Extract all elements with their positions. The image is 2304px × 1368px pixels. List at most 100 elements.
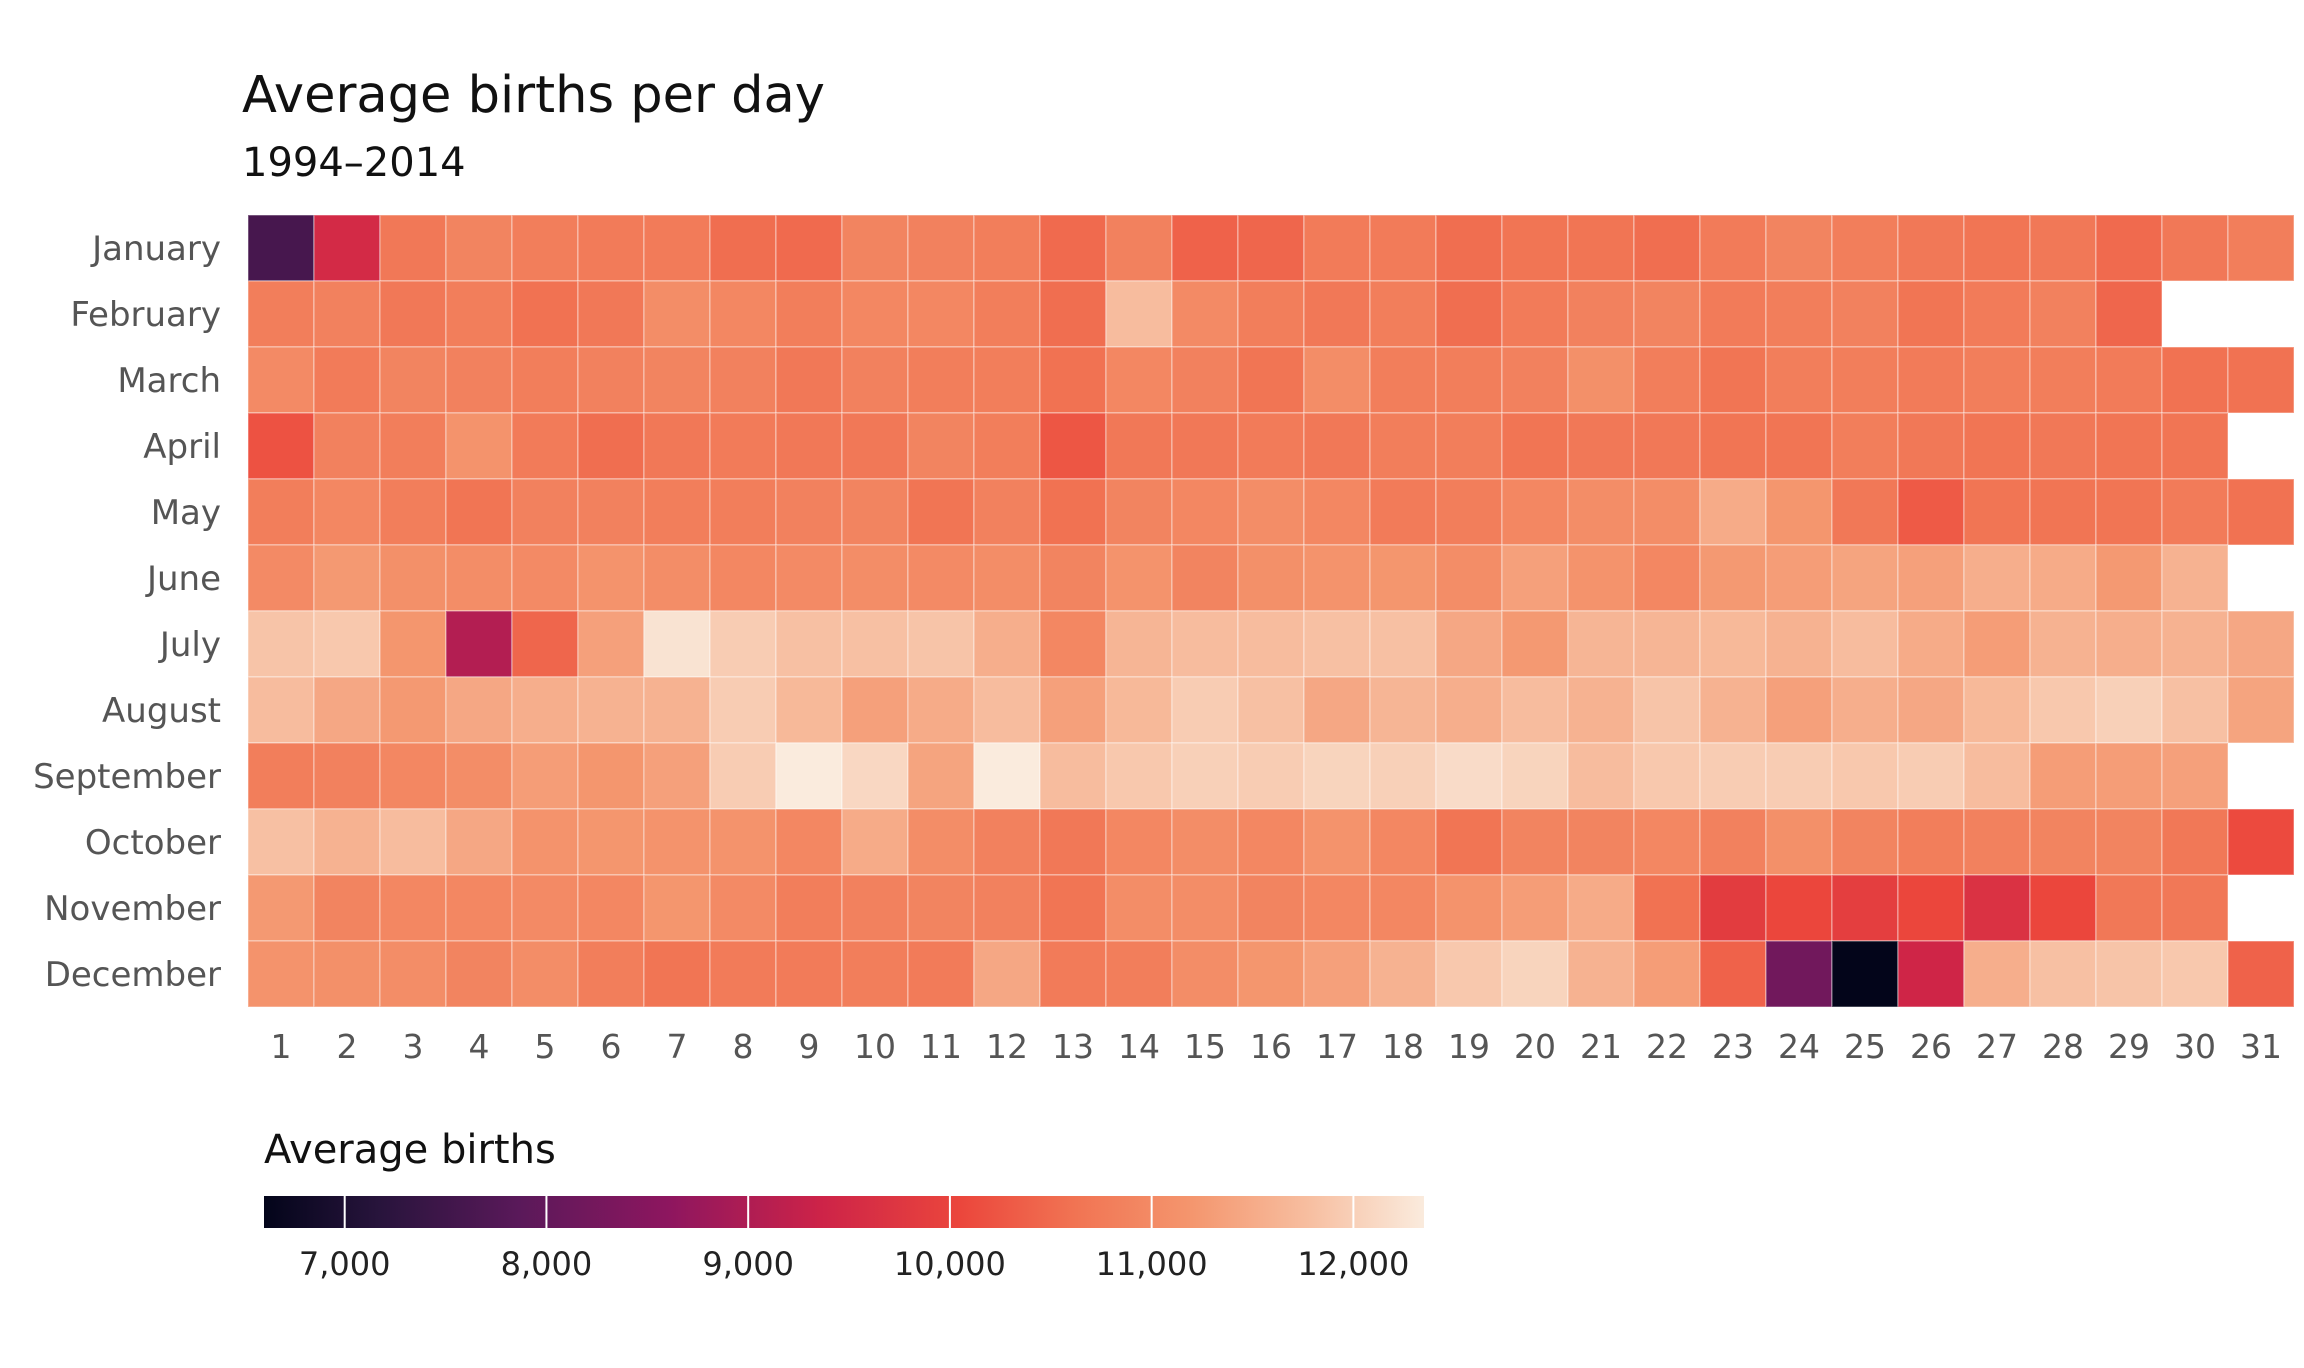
heatmap-cell (1897, 676, 1965, 744)
heatmap-cell (2227, 478, 2295, 546)
month-label: October (85, 823, 221, 863)
heatmap-cell (709, 676, 777, 744)
heatmap-cell (445, 610, 513, 678)
month-label: December (45, 955, 221, 995)
heatmap-cell (709, 346, 777, 414)
heatmap-cell (1369, 280, 1437, 348)
heatmap-cell (841, 280, 909, 348)
heatmap-cell (1633, 874, 1701, 942)
heatmap-cell (1237, 808, 1305, 876)
day-label: 27 (1976, 1027, 2018, 1066)
heatmap-cell (1765, 940, 1833, 1008)
heatmap-cell (445, 544, 513, 612)
heatmap-cell (1435, 742, 1503, 810)
heatmap-cell (1303, 874, 1371, 942)
legend: Average births 7,000 8,000 9,000 10,000 11,0… (264, 1127, 1424, 1283)
heatmap-cell (1369, 940, 1437, 1008)
heatmap-cell (1567, 808, 1635, 876)
chart-title: Average births per day (242, 66, 825, 125)
day-label: 10 (854, 1027, 896, 1066)
heatmap-cell (1765, 874, 1833, 942)
day-label: 18 (1382, 1027, 1424, 1066)
heatmap-cell (379, 280, 447, 348)
heatmap-cell (709, 412, 777, 480)
legend-tick-label: 12,000 (1297, 1245, 1409, 1283)
heatmap-cell (2161, 412, 2229, 480)
heatmap-cell (2227, 940, 2295, 1008)
heatmap-cell (511, 676, 579, 744)
heatmap-cell (1831, 874, 1899, 942)
heatmap-cell (1237, 676, 1305, 744)
heatmap-cell (1039, 808, 1107, 876)
heatmap-cell (445, 478, 513, 546)
heatmap-cell (445, 808, 513, 876)
heatmap-cell (973, 808, 1041, 876)
heatmap-cell (1963, 478, 2031, 546)
heatmap-cell (379, 874, 447, 942)
heatmap-cell (1435, 676, 1503, 744)
heatmap-cell (907, 874, 975, 942)
heatmap-cell (775, 610, 843, 678)
heatmap-cell (1897, 874, 1965, 942)
heatmap-cell (1633, 544, 1701, 612)
heatmap-cell (2095, 412, 2163, 480)
heatmap-cell (1699, 940, 1767, 1008)
heatmap-cell (1435, 610, 1503, 678)
heatmap-cell (511, 280, 579, 348)
heatmap-cell (841, 940, 909, 1008)
heatmap-cell (2161, 610, 2229, 678)
heatmap-cell (1963, 214, 2031, 282)
chart-subtitle: 1994–2014 (242, 140, 466, 186)
heatmap-cell (1567, 412, 1635, 480)
heatmap-cell (2095, 676, 2163, 744)
heatmap-cell (775, 478, 843, 546)
heatmap-cell (577, 742, 645, 810)
day-label: 8 (733, 1027, 754, 1066)
heatmap-cell (313, 808, 381, 876)
heatmap-cell (313, 742, 381, 810)
heatmap-cell (1237, 478, 1305, 546)
heatmap-cell (1105, 478, 1173, 546)
heatmap-cell (841, 214, 909, 282)
heatmap-cell (379, 346, 447, 414)
heatmap-cell (1963, 280, 2031, 348)
heatmap-cell (1105, 544, 1173, 612)
heatmap-cell (2029, 412, 2097, 480)
heatmap-cell (247, 940, 315, 1008)
heatmap-cell (379, 412, 447, 480)
heatmap-cell (511, 544, 579, 612)
heatmap-cell (1897, 610, 1965, 678)
heatmap-cell (841, 874, 909, 942)
heatmap-cell (775, 742, 843, 810)
heatmap-cell (709, 478, 777, 546)
heatmap-cell (577, 676, 645, 744)
heatmap-cell (247, 742, 315, 810)
day-label: 12 (986, 1027, 1028, 1066)
heatmap-cell (445, 214, 513, 282)
month-label: March (117, 361, 221, 401)
heatmap-cell (1171, 544, 1239, 612)
heatmap-cell (643, 346, 711, 414)
heatmap-cell (445, 280, 513, 348)
heatmap-cell (1501, 742, 1569, 810)
day-label: 22 (1646, 1027, 1688, 1066)
heatmap-cell (1633, 478, 1701, 546)
heatmap-cell (379, 214, 447, 282)
heatmap-cell (1633, 742, 1701, 810)
heatmap-cell (313, 544, 381, 612)
month-label: November (44, 889, 221, 929)
heatmap-cell (1303, 544, 1371, 612)
heatmap-cell (1897, 940, 1965, 1008)
heatmap-cell (643, 676, 711, 744)
heatmap-cell (1105, 412, 1173, 480)
heatmap-cell (445, 940, 513, 1008)
day-label: 25 (1844, 1027, 1886, 1066)
heatmap-cell (1171, 742, 1239, 810)
heatmap-cell (643, 412, 711, 480)
heatmap-cell (313, 874, 381, 942)
heatmap-cell (2029, 610, 2097, 678)
heatmap-cell (1831, 214, 1899, 282)
heatmap-cell (1963, 676, 2031, 744)
legend-color-bar (264, 1196, 1424, 1228)
